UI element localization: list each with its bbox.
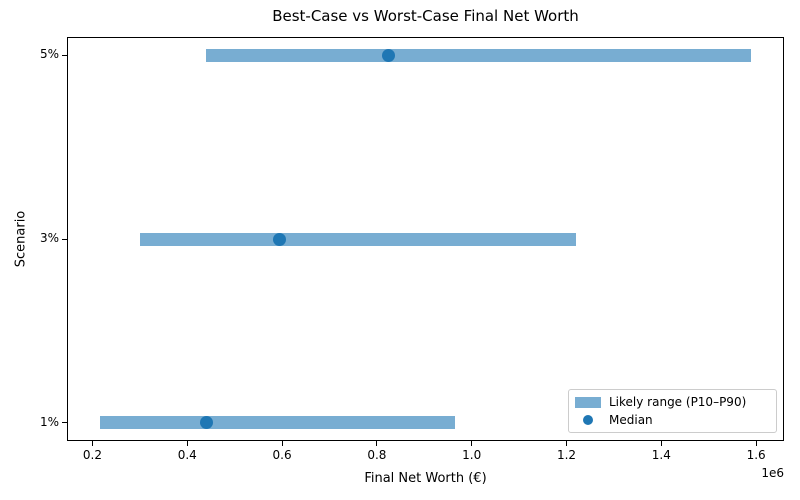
x-tick-label: 1.0 <box>462 448 482 462</box>
axis-offset-text: 1e6 <box>761 466 784 480</box>
x-tick-mark <box>471 441 473 446</box>
x-tick-mark <box>660 441 662 446</box>
median-dot <box>382 48 396 62</box>
legend-label-median: Median <box>609 413 653 427</box>
median-dot <box>273 232 287 246</box>
x-tick-mark <box>91 441 93 446</box>
x-tick-label: 0.6 <box>272 448 292 462</box>
x-tick-label: 0.8 <box>367 448 387 462</box>
median-dot-icon <box>583 415 593 425</box>
range-bar <box>99 416 456 430</box>
x-tick-mark <box>376 441 378 446</box>
x-tick-label: 1.2 <box>556 448 577 462</box>
x-tick-label: 1.6 <box>746 448 766 462</box>
x-tick-label: 0.4 <box>177 448 197 462</box>
median-dot <box>199 416 213 430</box>
legend-label-range: Likely range (P10–P90) <box>609 395 747 409</box>
legend: Likely range (P10–P90) Median <box>568 389 777 433</box>
y-tick-label: 3% <box>39 231 59 245</box>
y-tick-label: 5% <box>39 47 59 62</box>
x-tick-mark <box>755 441 757 446</box>
y-tick-mark <box>62 238 67 240</box>
x-tick-mark <box>281 441 283 446</box>
y-tick-mark <box>62 54 67 56</box>
legend-item-range: Likely range (P10–P90) <box>575 393 770 411</box>
x-tick-mark <box>566 441 568 446</box>
y-tick-label: 1% <box>39 414 59 429</box>
x-tick-label: 0.2 <box>82 448 103 462</box>
legend-item-median: Median <box>575 411 770 429</box>
range-bar <box>206 48 752 62</box>
range-bar <box>139 232 576 246</box>
chart-title: Best-Case vs Worst-Case Final Net Worth <box>272 7 579 25</box>
range-swatch-icon <box>575 396 601 408</box>
x-tick-mark <box>186 441 188 446</box>
x-axis-label: Final Net Worth (€) <box>364 471 487 486</box>
x-tick-label: 1.4 <box>651 448 671 462</box>
y-tick-mark <box>62 422 67 424</box>
